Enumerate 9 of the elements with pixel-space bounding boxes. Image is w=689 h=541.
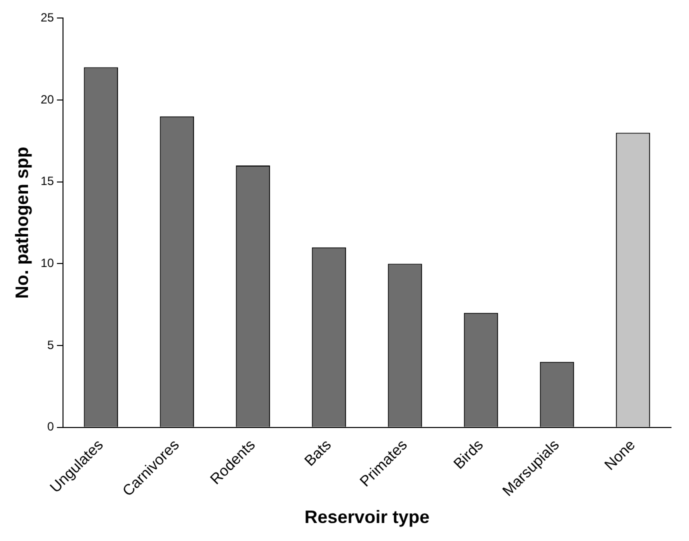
y-tick-label: 0 bbox=[47, 420, 54, 434]
y-tick-label: 5 bbox=[47, 338, 54, 352]
y-tick-label: 20 bbox=[40, 92, 54, 106]
x-axis-title: Reservoir type bbox=[304, 507, 430, 528]
x-tick-label: Bats bbox=[301, 436, 335, 470]
y-axis-title: No. pathogen spp bbox=[12, 146, 32, 299]
y-tick-label: 15 bbox=[40, 174, 54, 188]
y-tick-label: 25 bbox=[40, 10, 54, 25]
y-tick-label: 10 bbox=[40, 256, 54, 270]
